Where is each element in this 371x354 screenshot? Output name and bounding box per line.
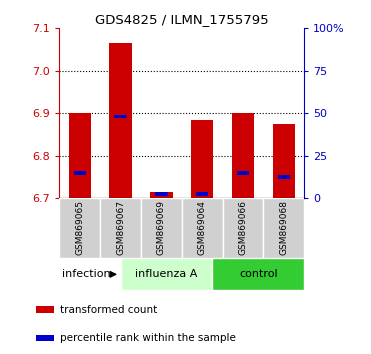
Text: GSM869069: GSM869069 [157,200,166,255]
Bar [232,113,254,198]
Bar [36,306,55,313]
Bar [237,171,249,175]
Bar [114,115,127,118]
Text: infection: infection [62,269,111,279]
Text: GSM869067: GSM869067 [116,200,125,255]
Bar [36,335,55,341]
Bar [191,120,213,198]
Bar [109,43,132,198]
Text: GSM869065: GSM869065 [75,200,84,255]
Bar [263,198,304,258]
Bar [59,198,100,258]
Text: influenza A: influenza A [135,269,198,279]
Text: GSM869068: GSM869068 [279,200,288,255]
Bar [100,198,141,258]
Bar [182,198,223,258]
Bar [141,198,182,258]
Text: control: control [239,269,278,279]
Text: GSM869066: GSM869066 [239,200,247,255]
Bar [223,198,263,258]
Text: GSM869064: GSM869064 [198,200,207,255]
Text: transformed count: transformed count [59,305,157,315]
Title: GDS4825 / ILMN_1755795: GDS4825 / ILMN_1755795 [95,13,269,26]
Bar [150,192,173,198]
Bar [155,192,167,196]
Text: percentile rank within the sample: percentile rank within the sample [59,333,235,343]
Bar [273,124,295,198]
Bar [278,175,290,179]
Bar [212,258,304,290]
Bar [121,258,212,290]
Bar [73,171,86,175]
Bar [196,192,208,196]
Bar [69,113,91,198]
